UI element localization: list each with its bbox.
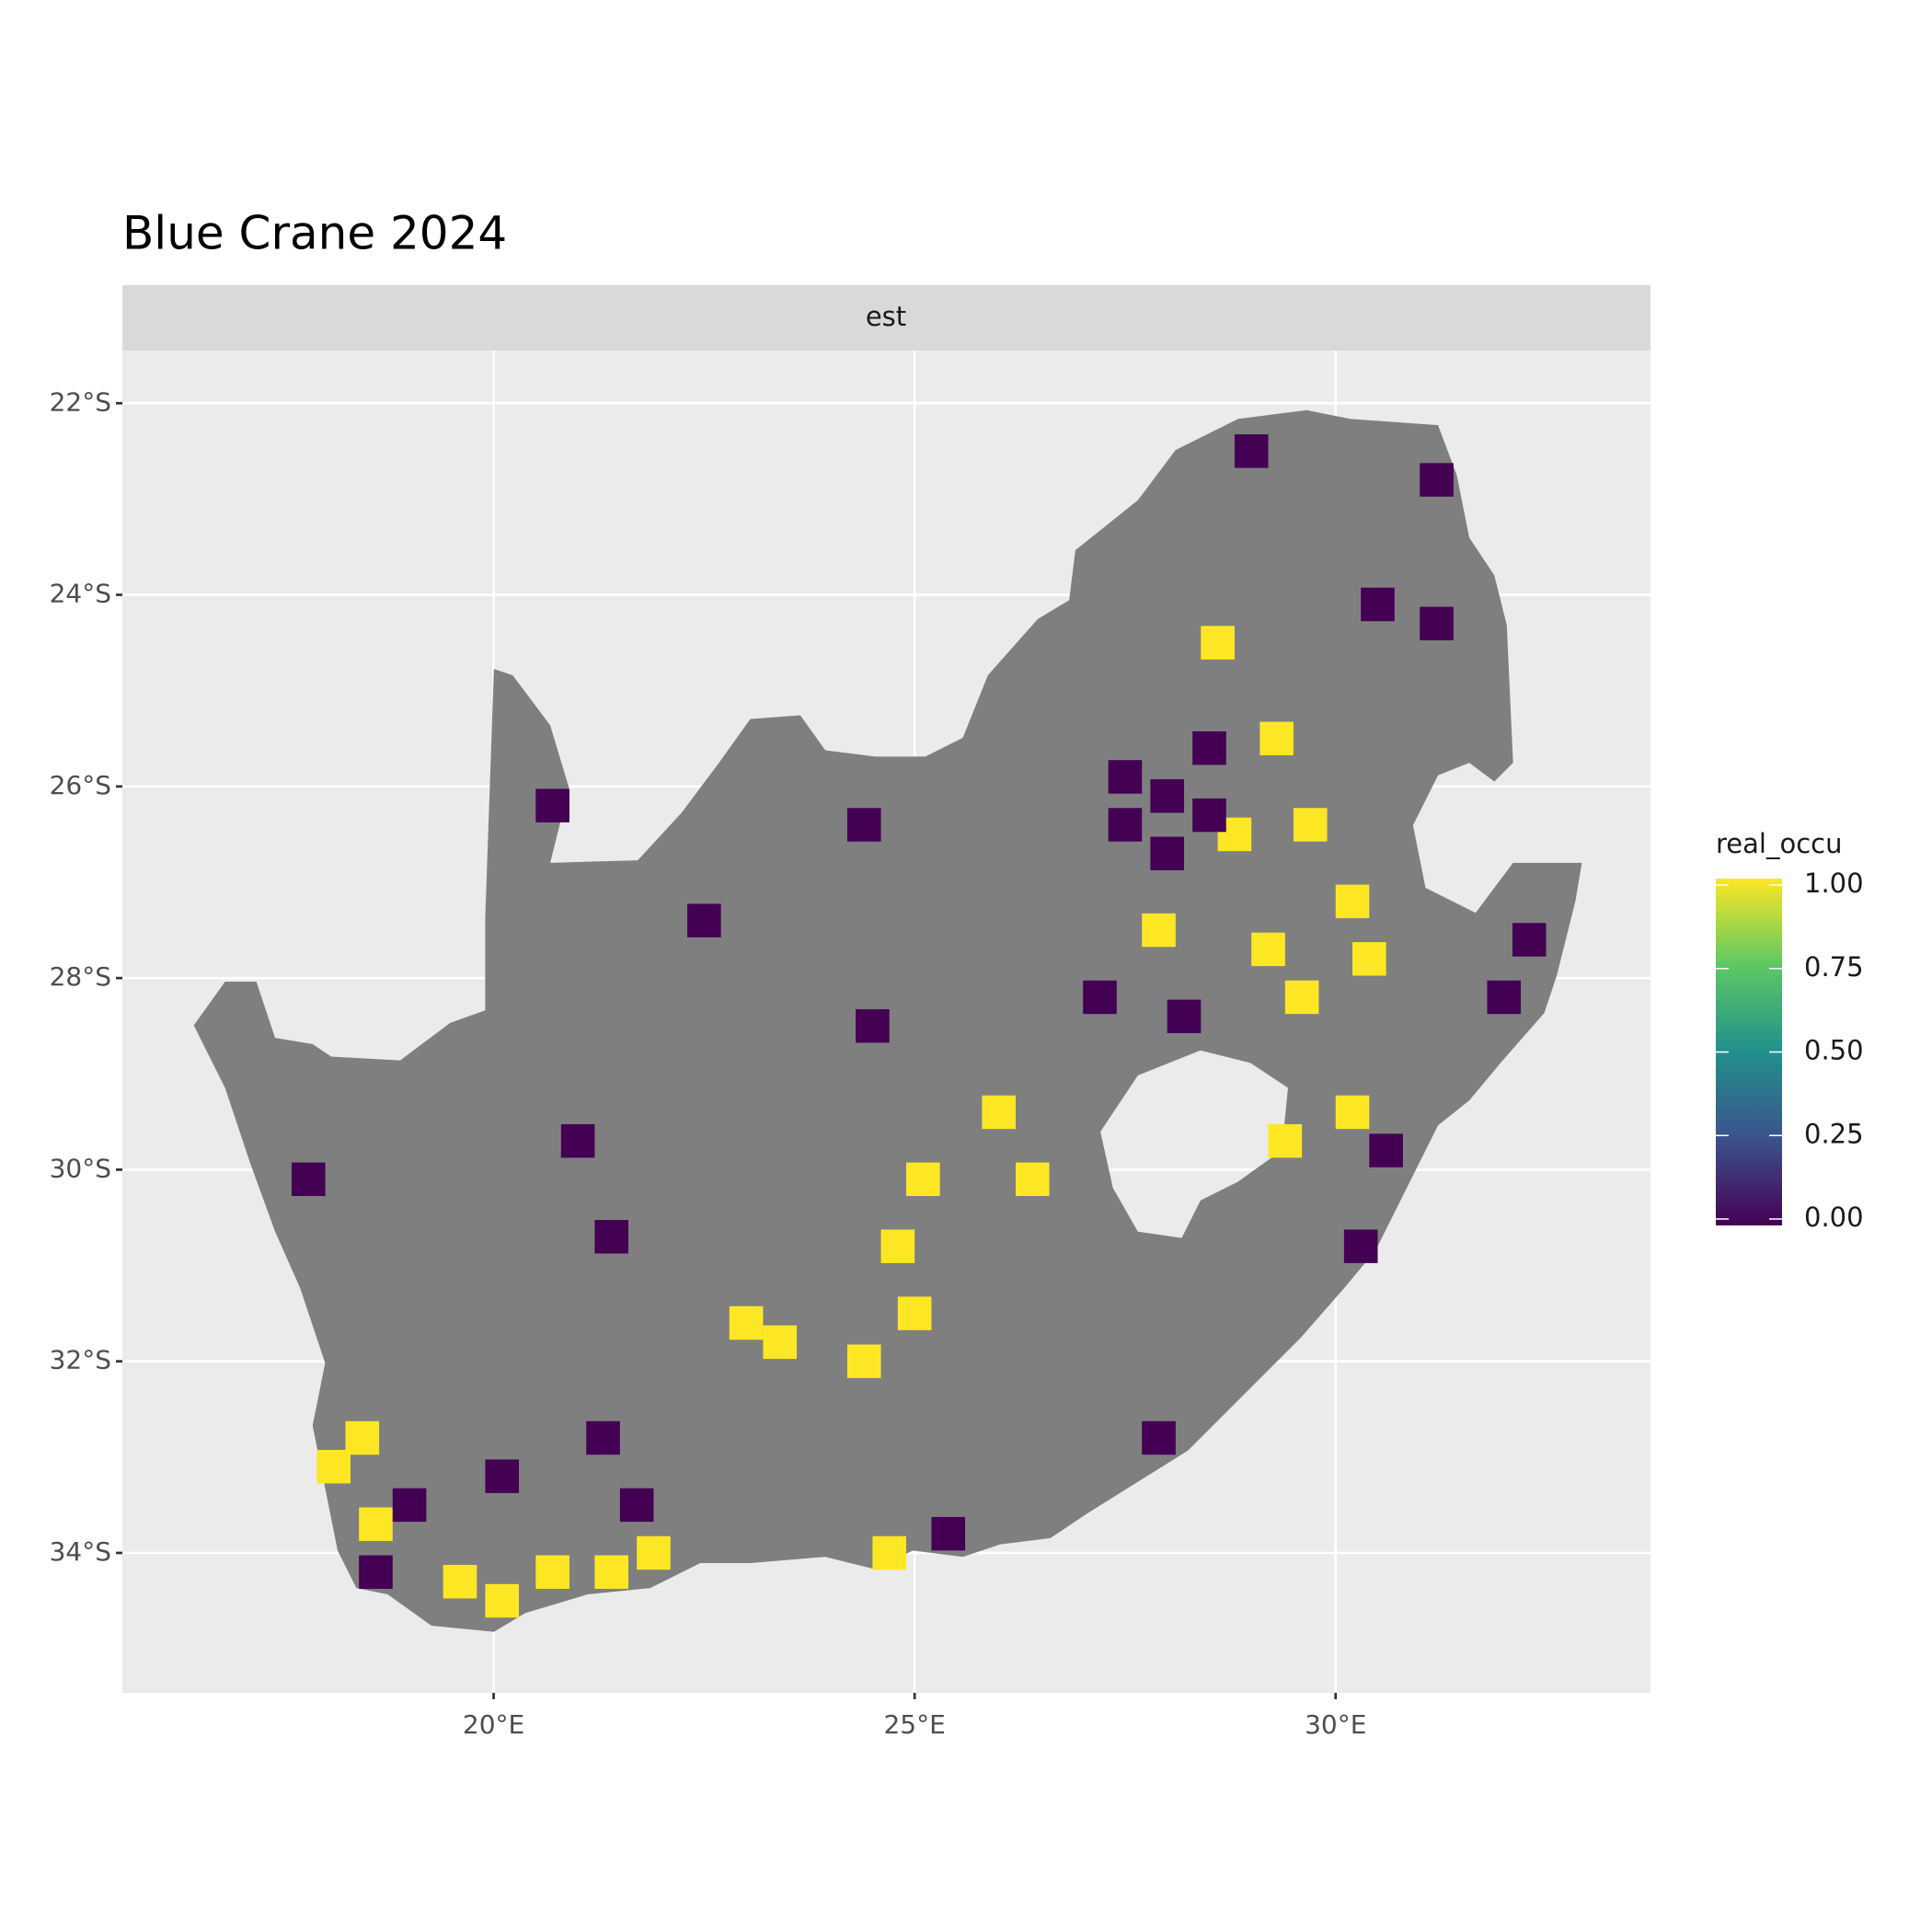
chart-title: Blue Crane 2024: [122, 207, 507, 260]
cell: [316, 1450, 351, 1484]
cell: [1142, 913, 1176, 948]
cell: [619, 1488, 654, 1523]
cell: [1015, 1162, 1050, 1197]
cell: [872, 1535, 907, 1570]
cell: [1487, 980, 1522, 1015]
cell: [1251, 932, 1285, 967]
cell: [1108, 760, 1143, 794]
axes: 20°E 25°E 30°E 22°S 24°S 26°S 28°S 30°S 32°S 34°S: [50, 386, 1367, 1740]
cell: [594, 1220, 629, 1254]
cell: [443, 1564, 477, 1599]
cell: [1512, 923, 1547, 957]
cell: [1192, 798, 1226, 833]
cell: [1150, 836, 1185, 870]
cell: [359, 1507, 393, 1541]
cell: [1284, 980, 1319, 1015]
cell: [856, 1008, 890, 1043]
cell: [345, 1420, 380, 1455]
cell: [1343, 1229, 1378, 1263]
x-tick-label: 25°E: [883, 1709, 945, 1740]
cell: [1420, 606, 1454, 641]
cell: [880, 1229, 915, 1263]
colorbar-label: 0.00: [1804, 1202, 1864, 1233]
legend-title: real_occu: [1716, 828, 1842, 859]
cell: [359, 1555, 393, 1590]
cell: [586, 1420, 620, 1455]
cell: [1352, 942, 1386, 976]
facet-label: est: [866, 301, 906, 332]
cell: [392, 1488, 427, 1523]
cell: [1361, 587, 1395, 622]
y-tick-label: 24°S: [50, 579, 111, 609]
y-tick-label: 30°S: [50, 1153, 111, 1183]
colorbar-label: 1.00: [1804, 868, 1864, 899]
cell: [897, 1296, 932, 1330]
y-tick-label: 28°S: [50, 961, 111, 992]
cell: [1083, 980, 1117, 1015]
cell: [535, 1555, 569, 1590]
cell: [763, 1325, 798, 1360]
cell: [560, 1123, 595, 1158]
cells: [291, 434, 1547, 1618]
y-tick-label: 32°S: [50, 1345, 111, 1375]
legend: 0.00 0.25 0.50 0.75 1.00: [1716, 868, 1864, 1233]
cell: [1150, 779, 1185, 813]
cell: [931, 1516, 966, 1551]
colorbar-label: 0.50: [1804, 1035, 1864, 1066]
cell: [291, 1162, 326, 1197]
cell: [1420, 463, 1454, 497]
x-tick-label: 20°E: [463, 1709, 524, 1740]
cell: [1268, 1123, 1303, 1158]
cell: [1142, 1420, 1176, 1455]
cell: [1192, 730, 1226, 765]
cell: [1369, 1133, 1403, 1167]
cell: [906, 1162, 940, 1197]
cell: [1167, 999, 1202, 1033]
cell: [594, 1555, 629, 1590]
cell: [1201, 626, 1235, 660]
y-tick-label: 22°S: [50, 386, 111, 417]
colorbar-label: 0.75: [1804, 951, 1864, 983]
cell: [535, 788, 569, 822]
cell: [1335, 1095, 1370, 1130]
cell: [1108, 808, 1143, 842]
cell: [485, 1583, 520, 1618]
y-tick-label: 26°S: [50, 770, 111, 800]
cell: [1259, 721, 1294, 755]
cell: [1234, 434, 1269, 468]
y-tick-label: 34°S: [50, 1536, 111, 1567]
colorbar-label: 0.25: [1804, 1118, 1864, 1149]
cell: [846, 1344, 881, 1378]
x-tick-label: 30°E: [1305, 1709, 1366, 1740]
cell: [1293, 808, 1328, 842]
cell: [687, 903, 721, 937]
facet-strip: [122, 285, 1650, 351]
cell: [846, 808, 881, 842]
cell: [485, 1459, 520, 1493]
cell: [637, 1535, 671, 1570]
cell: [982, 1095, 1016, 1130]
cell: [729, 1305, 764, 1340]
cell: [1335, 884, 1370, 919]
